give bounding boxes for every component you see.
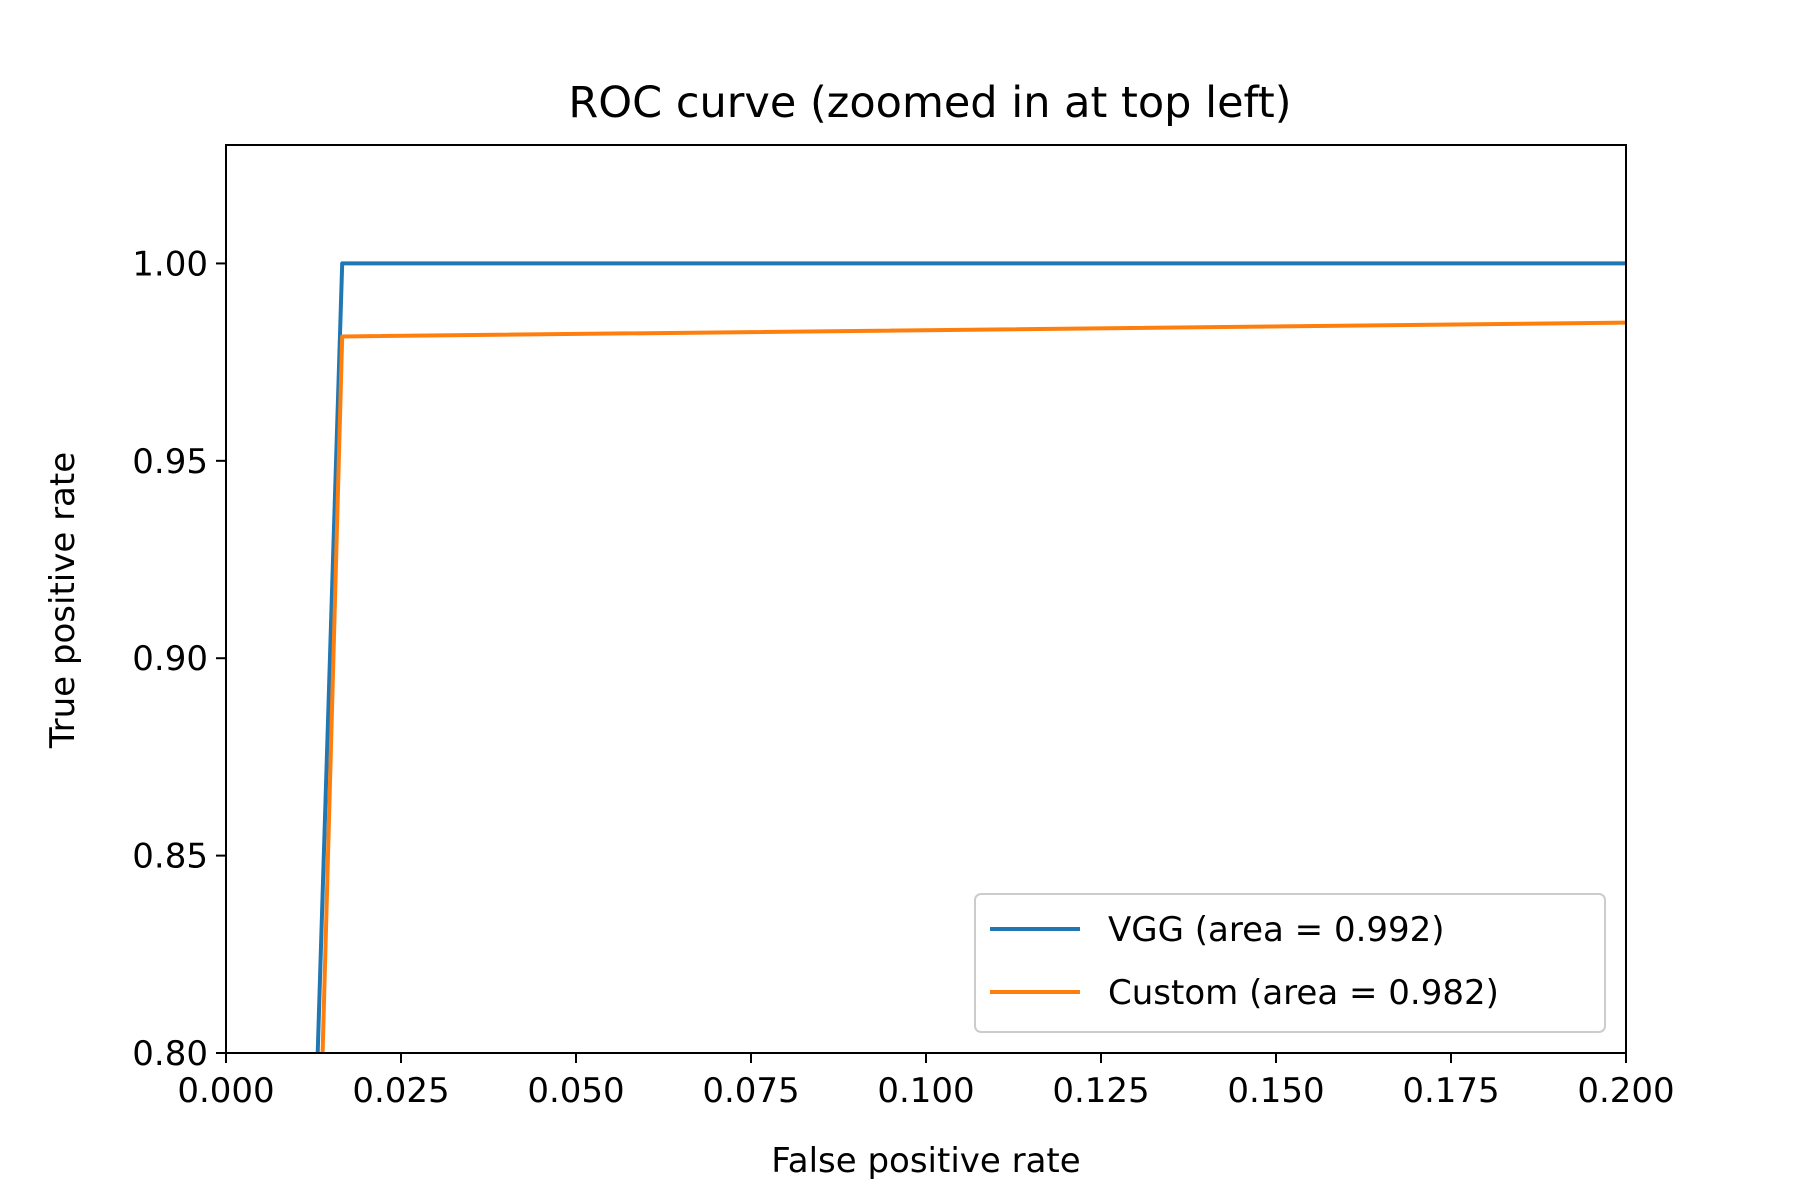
legend-label-custom: Custom (area = 0.982): [1108, 973, 1499, 1013]
legend-box: [974, 893, 1606, 1033]
y-tick-label: 1.00: [132, 244, 208, 284]
x-tick-label: 0.200: [1577, 1071, 1674, 1111]
x-axis-label: False positive rate: [771, 1141, 1080, 1181]
legend: VGG (area = 0.992) Custom (area = 0.982): [974, 893, 1606, 1033]
x-tick-label: 0.025: [352, 1071, 449, 1111]
x-tick-label: 0.150: [1227, 1071, 1324, 1111]
y-tick-label: 0.95: [132, 442, 208, 482]
series-layer: [315, 261, 1626, 1053]
y-axis-label: True positive rate: [43, 452, 83, 749]
series-line-1: [320, 320, 1626, 1053]
y-tick-label: 0.90: [132, 639, 208, 679]
x-tick-label: 0.100: [877, 1071, 974, 1111]
legend-label-vgg: VGG (area = 0.992): [1108, 910, 1445, 950]
x-tick-label: 0.000: [177, 1071, 274, 1111]
x-tick-label: 0.050: [527, 1071, 624, 1111]
plot-frame: [225, 144, 1627, 1054]
x-tick-label: 0.125: [1052, 1071, 1149, 1111]
y-tick-label: 0.80: [132, 1034, 208, 1074]
x-tick-label: 0.175: [1402, 1071, 1499, 1111]
chart-title: ROC curve (zoomed in at top left): [568, 78, 1291, 128]
y-tick-label: 0.85: [132, 837, 208, 877]
ticks-layer: 0.000 0.025 0.050 0.075 0.100 0.125 0.150 0.175…: [132, 244, 1674, 1111]
series-line-0: [315, 261, 1626, 1053]
x-tick-label: 0.075: [702, 1071, 799, 1111]
